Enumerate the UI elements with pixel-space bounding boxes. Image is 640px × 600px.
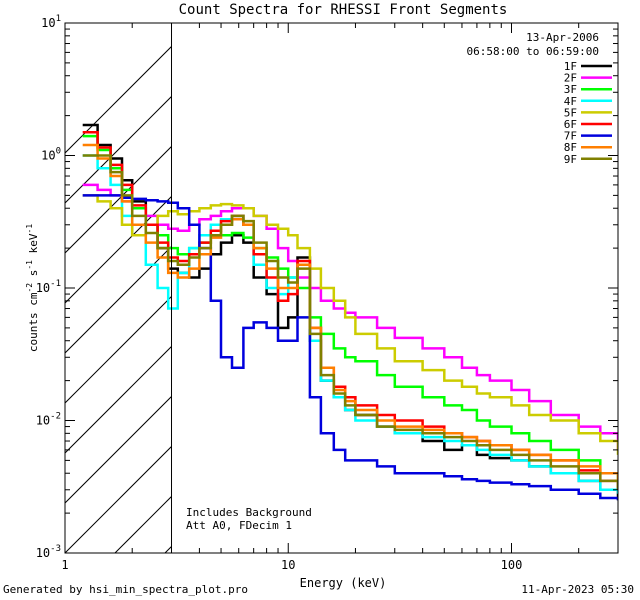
legend-label-9F: 9F <box>564 153 577 166</box>
series-5F-line <box>82 194 618 455</box>
legend-label-3F: 3F <box>564 83 577 96</box>
chart-title: Count Spectra for RHESSI Front Segments <box>179 2 508 18</box>
legend-label-2F: 2F <box>564 72 577 85</box>
x-tick-label: 100 <box>501 558 523 572</box>
excluded-energy-hatch <box>65 45 172 553</box>
series-7F-line <box>82 194 618 501</box>
legend-label-4F: 4F <box>564 95 577 108</box>
axes: 1 10 100 10-3 10-2 10-1 100 101 <box>36 14 619 572</box>
legend-label-8F: 8F <box>564 141 577 154</box>
date-label: 13-Apr-2006 <box>526 31 599 44</box>
series-layer <box>82 123 618 501</box>
legend-label-5F: 5F <box>564 106 577 119</box>
legend-label-1F: 1F <box>564 60 577 73</box>
y-tick-label: 100 <box>41 147 61 163</box>
y-axis-label: counts cm-2 s-1 keV-1 <box>25 224 40 352</box>
y-tick-label: 10-1 <box>36 279 61 295</box>
x-tick-label: 1 <box>61 558 68 572</box>
y-tick-label: 101 <box>41 14 61 30</box>
footer-generated-text: Generated by hsi_min_spectra_plot.pro <box>3 583 249 596</box>
legend-label-6F: 6F <box>564 118 577 131</box>
footer-timestamp: 11-Apr-2023 05:30 <box>521 583 634 596</box>
x-tick-label: 10 <box>281 558 295 572</box>
x-axis-label: Energy (keV) <box>300 576 387 590</box>
time-range-label: 06:58:00 to 06:59:00 <box>467 45 599 58</box>
y-tick-label: 10-2 <box>36 412 61 428</box>
annotation-attenuator: Att A0, FDecim 1 <box>186 519 292 532</box>
legend-label-7F: 7F <box>564 130 577 143</box>
annotation-background: Includes Background <box>186 506 312 519</box>
series-9F-line <box>82 154 618 490</box>
y-tick-label: 10-3 <box>36 544 61 560</box>
